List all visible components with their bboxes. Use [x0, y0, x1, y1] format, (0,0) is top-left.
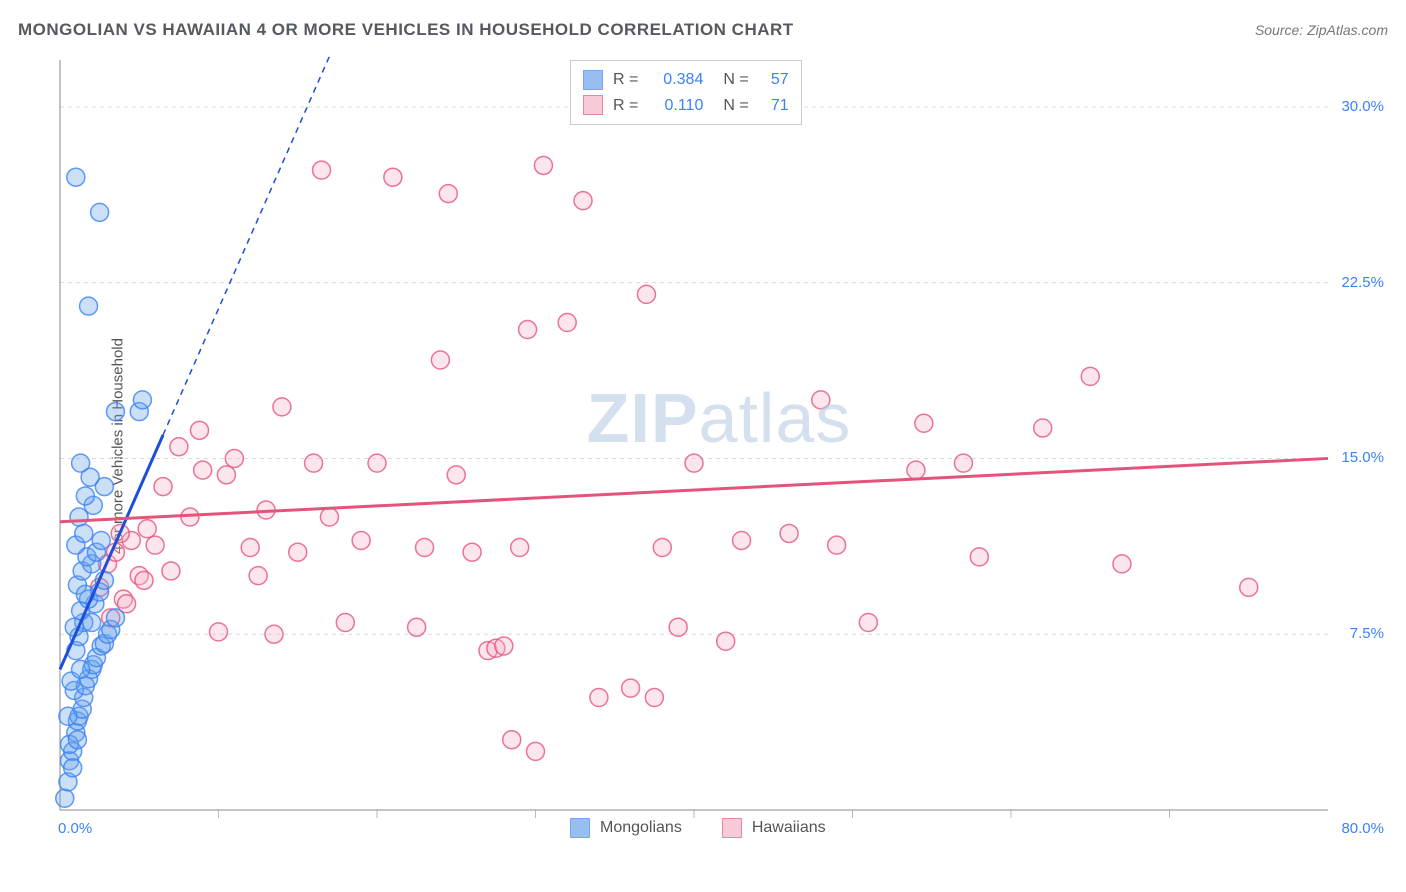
chart-area: ZIPatlas R =0.384N =57R =0.110N =71 Mong… — [50, 55, 1388, 845]
legend-swatch-icon — [583, 70, 603, 90]
legend-n-value: 57 — [759, 67, 789, 93]
legend-r-label: R = — [613, 93, 638, 119]
chart-header: MONGOLIAN VS HAWAIIAN 4 OR MORE VEHICLES… — [18, 20, 1388, 40]
y-tick-label: 15.0% — [1341, 449, 1384, 466]
scatter-plot — [50, 55, 1388, 845]
legend-stat-row: R = 0.384 N = 57 — [583, 67, 789, 93]
legend-series-name: Mongolians — [600, 819, 682, 837]
chart-source: Source: ZipAtlas.com — [1255, 22, 1388, 38]
chart-title: MONGOLIAN VS HAWAIIAN 4 OR MORE VEHICLES… — [18, 20, 794, 40]
legend-swatch-icon — [722, 818, 742, 838]
legend-n-label: N = — [723, 93, 748, 119]
x-axis-min-label: 0.0% — [58, 820, 92, 837]
legend-n-value: 71 — [759, 93, 789, 119]
legend-swatch-icon — [570, 818, 590, 838]
legend-series-name: Hawaiians — [752, 819, 826, 837]
y-tick-label: 7.5% — [1350, 625, 1384, 642]
y-tick-label: 30.0% — [1341, 98, 1384, 115]
legend-r-value: 0.384 — [648, 67, 703, 93]
y-tick-label: 22.5% — [1341, 274, 1384, 291]
legend-series-item: Hawaiians — [722, 818, 826, 838]
series-legend: Mongolians Hawaiians — [570, 818, 826, 838]
legend-n-label: N = — [723, 67, 748, 93]
legend-stat-row: R = 0.110 N = 71 — [583, 93, 789, 119]
legend-r-label: R = — [613, 67, 638, 93]
legend-series-item: Mongolians — [570, 818, 682, 838]
legend-r-value: 0.110 — [648, 93, 703, 119]
legend-swatch-icon — [583, 95, 603, 115]
x-axis-max-label: 80.0% — [1341, 820, 1384, 837]
correlation-legend: R = 0.384 N = 57 R = 0.110 N = 71 — [570, 60, 802, 125]
